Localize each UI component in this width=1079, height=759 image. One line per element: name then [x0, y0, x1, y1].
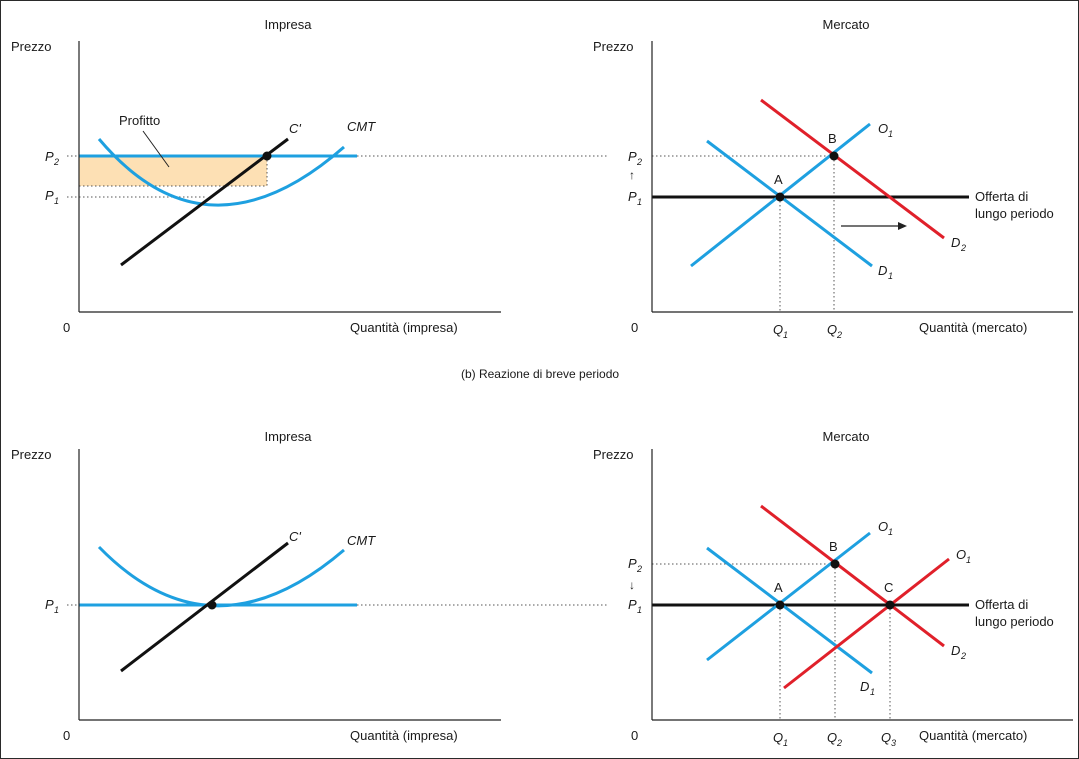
top-market-x-label: Quantità (mercato)	[919, 320, 1027, 335]
top-market-y-label: Prezzo	[593, 39, 633, 54]
bottom-q2-label: Q	[827, 730, 837, 745]
bottom-q3-label: Q	[881, 730, 891, 745]
bottom-q1-sub: 1	[783, 738, 788, 748]
bottom-atc-curve	[97, 545, 345, 608]
top-firm-title: Impresa	[265, 17, 313, 32]
price-up-arrow-icon: ↑	[629, 168, 635, 182]
bottom-demand2-label: D	[951, 643, 960, 658]
top-demand2-label: D	[951, 235, 960, 250]
top-point-b-label: B	[828, 131, 837, 146]
bottom-point-c-label: C	[884, 580, 893, 595]
bottom-market-p1-label: P	[628, 597, 637, 612]
top-demand1-curve	[706, 139, 873, 268]
profit-leader-line	[142, 130, 170, 168]
top-demand1-sub: 1	[888, 271, 893, 281]
top-atc-curve	[97, 138, 345, 207]
top-firm-p1-label: P	[45, 188, 54, 203]
bottom-supply2-curve	[783, 557, 950, 690]
bottom-market-origin: 0	[631, 728, 638, 743]
top-q1-label: Q	[773, 322, 783, 337]
bottom-mc-label: C'	[289, 529, 301, 544]
top-firm-p1-sub: 1	[54, 196, 59, 206]
top-lr-supply-label-2: lungo periodo	[975, 206, 1054, 221]
bottom-demand1-label: D	[860, 679, 869, 694]
top-firm-panel: Impresa Prezzo Profitto C' CMT P 2 P 1 0…	[11, 17, 609, 335]
bottom-firm-origin: 0	[63, 728, 70, 743]
bottom-market-y-label: Prezzo	[593, 447, 633, 462]
bottom-market-title: Mercato	[823, 429, 870, 444]
bottom-mc-curve	[120, 541, 289, 673]
top-point-a-label: A	[774, 172, 783, 187]
top-atc-label: CMT	[347, 119, 376, 134]
top-firm-equilibrium-point	[262, 151, 272, 161]
bottom-market-x-label: Quantità (mercato)	[919, 728, 1027, 743]
top-q2-label: Q	[827, 322, 837, 337]
bottom-supply2-label: O	[956, 547, 966, 562]
top-point-a	[775, 192, 785, 202]
top-q1-sub: 1	[783, 330, 788, 340]
top-supply-label: O	[878, 121, 888, 136]
bottom-atc-label: CMT	[347, 533, 376, 548]
bottom-point-b	[830, 559, 840, 569]
top-market-p2-label: P	[628, 149, 637, 164]
bottom-firm-p1-label: P	[45, 597, 54, 612]
price-down-arrow-icon: ↓	[629, 578, 635, 592]
bottom-lr-supply-label-2: lungo periodo	[975, 614, 1054, 629]
bottom-point-a	[775, 600, 785, 610]
bottom-q3-sub: 3	[891, 738, 896, 748]
top-firm-x-label: Quantità (impresa)	[350, 320, 458, 335]
bottom-firm-panel: Impresa Prezzo C' CMT P 1 0 Quantità (im…	[11, 429, 609, 743]
top-market-p1-sub: 1	[637, 197, 642, 207]
top-mc-label: C'	[289, 121, 301, 136]
bottom-firm-p1-sub: 1	[54, 605, 59, 615]
bottom-market-p1-sub: 1	[637, 605, 642, 615]
bottom-firm-title: Impresa	[265, 429, 313, 444]
profit-label: Profitto	[119, 113, 160, 128]
top-demand1-label: D	[878, 263, 887, 278]
bottom-firm-y-label: Prezzo	[11, 447, 51, 462]
top-firm-p2-sub: 2	[53, 157, 59, 167]
bottom-firm-equilibrium-point	[207, 600, 217, 610]
top-q2-sub: 2	[836, 330, 842, 340]
profit-area	[79, 156, 267, 186]
bottom-firm-x-label: Quantità (impresa)	[350, 728, 458, 743]
top-mc-curve	[120, 137, 289, 267]
top-market-p1-label: P	[628, 189, 637, 204]
bottom-demand1-sub: 1	[870, 687, 875, 697]
bottom-market-panel: Mercato Prezzo A B C O 1 O 1 D 1 D 2 Off…	[593, 429, 1073, 748]
caption-b: (b) Reazione di breve periodo	[461, 367, 619, 381]
bottom-point-b-label: B	[829, 539, 838, 554]
bottom-q1-label: Q	[773, 730, 783, 745]
top-market-origin: 0	[631, 320, 638, 335]
bottom-point-c	[885, 600, 895, 610]
top-point-b	[829, 151, 839, 161]
bottom-demand2-sub: 2	[960, 651, 966, 661]
top-market-p2-sub: 2	[636, 157, 642, 167]
top-lr-supply-label-1: Offerta di	[975, 189, 1028, 204]
top-demand2-sub: 2	[960, 243, 966, 253]
top-firm-origin: 0	[63, 320, 70, 335]
top-demand2-curve	[760, 98, 945, 240]
top-market-title: Mercato	[823, 17, 870, 32]
bottom-demand1-curve	[706, 546, 873, 675]
bottom-supply1-sub: 1	[888, 527, 893, 537]
bottom-market-p2-label: P	[628, 556, 637, 571]
top-market-panel: Mercato Prezzo A B O 1 D 1 D 2 Offerta d…	[593, 17, 1073, 340]
bottom-demand2-curve	[760, 504, 945, 648]
bottom-supply1-label: O	[878, 519, 888, 534]
bottom-q2-sub: 2	[836, 738, 842, 748]
bottom-supply1-curve	[706, 531, 871, 662]
bottom-market-p2-sub: 2	[636, 564, 642, 574]
bottom-point-a-label: A	[774, 580, 783, 595]
demand-shift-arrowhead	[898, 222, 907, 230]
top-supply-sub: 1	[888, 129, 893, 139]
bottom-supply2-sub: 1	[966, 555, 971, 565]
top-firm-p2-label: P	[45, 149, 54, 164]
top-firm-y-label: Prezzo	[11, 39, 51, 54]
bottom-lr-supply-label-1: Offerta di	[975, 597, 1028, 612]
